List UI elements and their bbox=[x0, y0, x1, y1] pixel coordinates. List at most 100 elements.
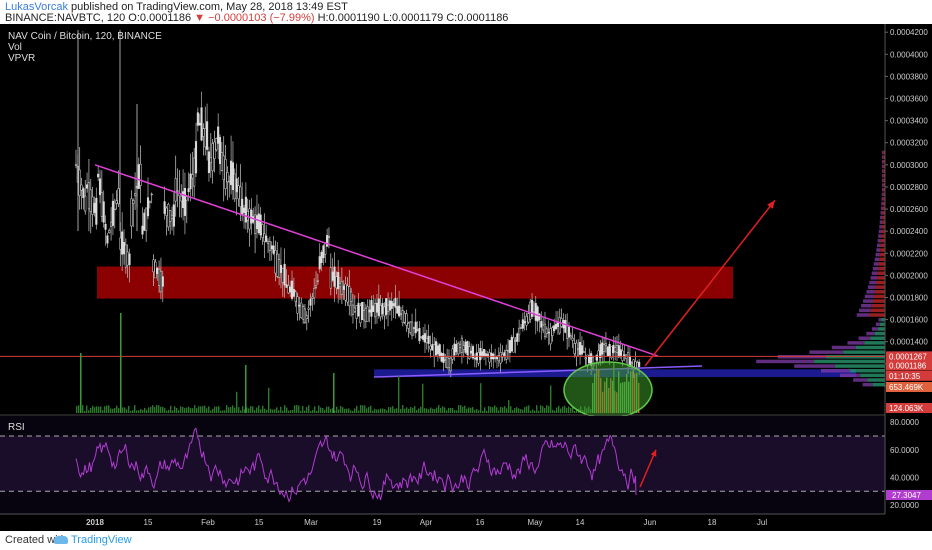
volume-bar bbox=[482, 410, 484, 413]
author-link[interactable]: LukasVorcak bbox=[5, 1, 68, 13]
candle-body bbox=[207, 151, 210, 173]
candle-body bbox=[355, 305, 358, 319]
candle-body bbox=[555, 323, 558, 329]
candle-body bbox=[281, 267, 284, 283]
volume-bar bbox=[546, 405, 548, 413]
price-chart[interactable]: 0.0004200 0.0004000 0.0003800 0.0003600 0.00… bbox=[0, 24, 932, 531]
volume-bar bbox=[526, 406, 528, 413]
vpvr-bar-sell bbox=[862, 382, 873, 387]
projection-arrow[interactable] bbox=[644, 199, 776, 367]
candle-body bbox=[422, 335, 425, 340]
rsi-current-tag-bg bbox=[886, 489, 932, 500]
volume-bar bbox=[450, 407, 452, 413]
price-tick-label: 0.0003600 bbox=[890, 95, 928, 104]
vpvr-bar-sell bbox=[879, 220, 883, 224]
vpvr-bar-sell bbox=[874, 257, 880, 262]
volume-bar bbox=[440, 407, 442, 413]
rsi-arrow[interactable] bbox=[639, 449, 657, 488]
candle-body bbox=[368, 309, 371, 313]
vpvr-bar-buy bbox=[883, 197, 885, 201]
candle-body bbox=[523, 321, 526, 324]
vpvr-bar-sell bbox=[839, 373, 861, 378]
volume-bar bbox=[398, 375, 400, 413]
volume-bar bbox=[344, 408, 346, 413]
ohlc-open: O:0.0001186 bbox=[128, 12, 192, 24]
volume-bar bbox=[380, 408, 382, 413]
candle-body bbox=[148, 201, 151, 203]
candle-body bbox=[405, 313, 408, 326]
volume-bar bbox=[250, 406, 252, 413]
candle-body bbox=[113, 208, 116, 211]
volume-bar bbox=[166, 410, 168, 413]
candle-body bbox=[84, 195, 87, 212]
volume-bar bbox=[268, 387, 270, 413]
candle-body bbox=[401, 310, 404, 324]
candle-body bbox=[446, 356, 449, 368]
vpvr-bar-buy bbox=[880, 238, 885, 243]
candle-body bbox=[357, 302, 360, 317]
volume-bar bbox=[158, 405, 160, 413]
vpvr-bar-sell bbox=[847, 341, 865, 345]
candle-body bbox=[165, 207, 168, 216]
candle-body bbox=[455, 344, 458, 353]
candle-body bbox=[459, 344, 462, 348]
volume-bar bbox=[270, 408, 272, 413]
volume-bar bbox=[406, 407, 408, 413]
candle-body bbox=[191, 174, 194, 179]
candle-body bbox=[460, 337, 463, 353]
symbol-label: BINANCE:NAVBTC, 120 bbox=[5, 12, 126, 24]
candle-body bbox=[359, 305, 362, 324]
candle-body bbox=[518, 327, 521, 336]
volume-bar bbox=[78, 405, 80, 413]
candle-body bbox=[115, 200, 118, 204]
volume-bar bbox=[202, 406, 204, 413]
candle-body bbox=[159, 271, 162, 293]
candle-body bbox=[566, 325, 569, 339]
volume-bar bbox=[168, 409, 170, 413]
tradingview-logo[interactable]: TradingView bbox=[54, 534, 132, 546]
volume-bar bbox=[156, 405, 158, 413]
price-tick-label: 0.0003000 bbox=[890, 161, 928, 170]
price-tick-label: 0.0003800 bbox=[890, 72, 928, 81]
volume-tag-bg bbox=[886, 403, 932, 413]
volume-bar bbox=[200, 406, 202, 413]
volume-bar bbox=[414, 406, 416, 413]
candle-body bbox=[418, 328, 421, 342]
candle-body bbox=[143, 212, 146, 231]
vpvr-bar-buy bbox=[877, 276, 885, 280]
volume-bar bbox=[196, 408, 198, 413]
vpvr-bar-sell bbox=[882, 155, 884, 159]
candle-body bbox=[601, 342, 604, 355]
candle-body bbox=[97, 173, 100, 178]
candle-body bbox=[374, 303, 377, 318]
volume-bar bbox=[100, 406, 102, 413]
candle-body bbox=[344, 283, 347, 301]
candle-body bbox=[595, 354, 598, 361]
candle-body bbox=[217, 126, 220, 144]
volume-bar bbox=[216, 406, 218, 413]
vpvr-bar-buy bbox=[879, 257, 885, 262]
vpvr-bar-sell bbox=[875, 252, 880, 257]
vpvr-bar-sell bbox=[882, 183, 884, 187]
volume-bar bbox=[434, 408, 436, 413]
volume-bar bbox=[126, 409, 128, 413]
descending-trendline[interactable] bbox=[94, 164, 659, 357]
volume-highlight-ellipse[interactable] bbox=[563, 361, 653, 419]
candle-body bbox=[388, 300, 391, 311]
volume-bar bbox=[528, 405, 530, 413]
candle-body bbox=[414, 321, 417, 334]
legend-vol: Vol bbox=[8, 42, 22, 53]
volume-bar bbox=[224, 410, 226, 413]
volume-bar bbox=[230, 407, 232, 413]
volume-bar bbox=[76, 406, 78, 413]
rsi-tick-label: 20.0000 bbox=[890, 501, 919, 510]
candle-body bbox=[327, 236, 331, 238]
candle-body bbox=[302, 306, 305, 320]
vpvr-bar-buy bbox=[879, 322, 885, 327]
ascending-support-line[interactable] bbox=[373, 365, 703, 378]
volume-bar bbox=[330, 408, 332, 413]
candle-body bbox=[603, 344, 606, 352]
volume-bar bbox=[260, 409, 262, 413]
volume-bar bbox=[112, 408, 114, 413]
candle-body bbox=[453, 343, 456, 356]
